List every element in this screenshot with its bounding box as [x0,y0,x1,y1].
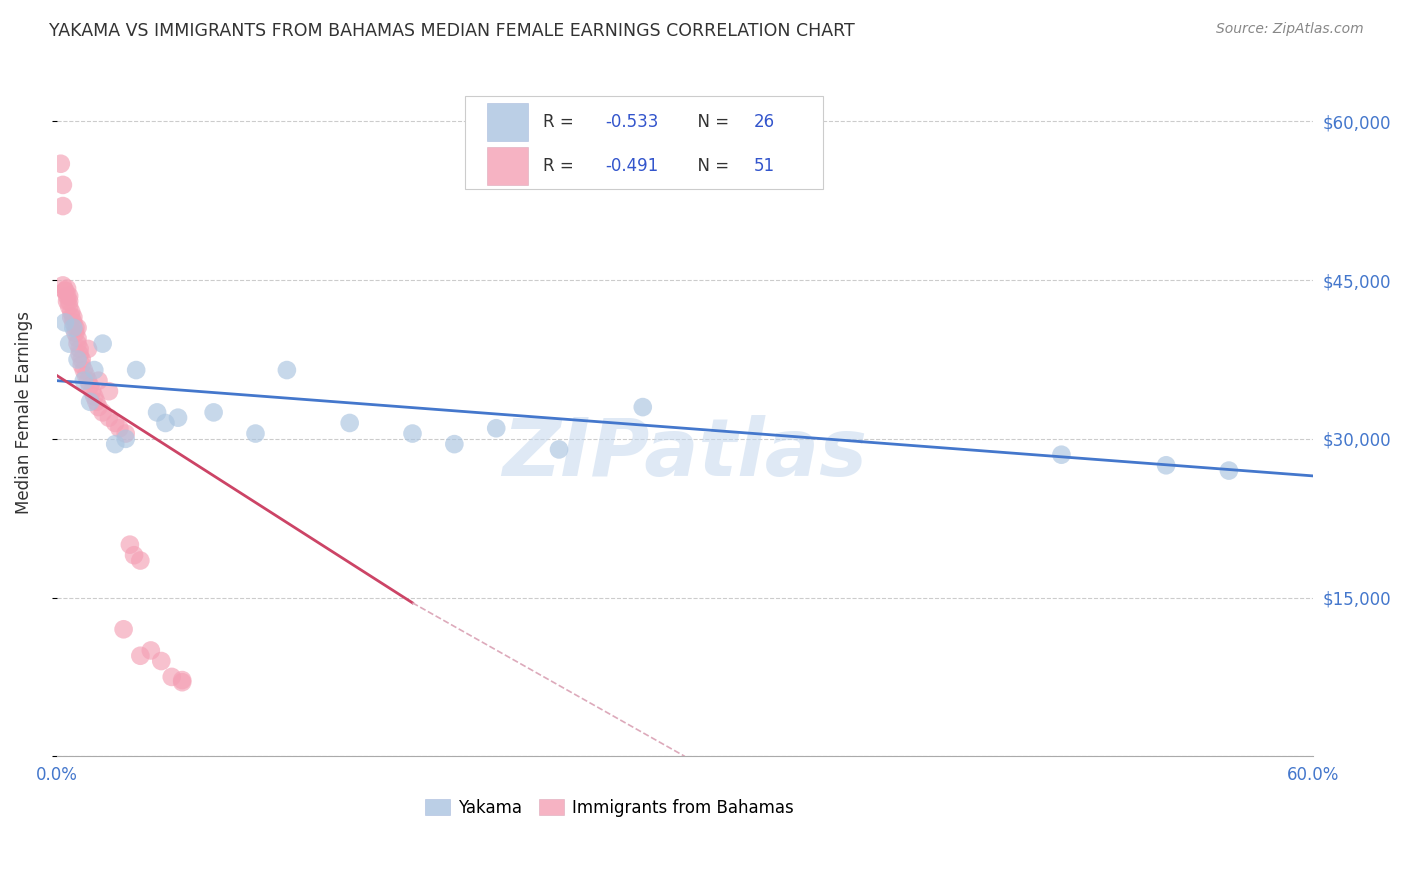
Point [83,363,105,377]
Point [155,416,177,430]
Point [276,363,298,377]
Point [73,363,96,377]
Point [58,289,80,303]
Point [114,426,136,441]
Text: N =: N = [688,113,734,131]
FancyBboxPatch shape [488,103,527,141]
FancyBboxPatch shape [465,96,823,189]
Point [146,405,169,419]
Point [53,284,76,298]
Point [58,336,80,351]
Point [172,675,194,690]
Point [52,199,75,213]
Point [339,416,361,430]
FancyBboxPatch shape [488,147,527,185]
Point [66,352,89,367]
Point [112,622,135,636]
Point [202,405,225,419]
Point [631,400,654,414]
Point [87,374,110,388]
Point [125,363,148,377]
Point [108,421,131,435]
Text: Source: ZipAtlas.com: Source: ZipAtlas.com [1216,22,1364,37]
Point [69,347,91,361]
Point [129,648,152,663]
Point [97,410,120,425]
Text: R =: R = [543,157,579,175]
Point [60,310,83,325]
Point [79,379,101,393]
Point [65,320,87,334]
Point [104,437,127,451]
Point [65,326,87,340]
Point [485,421,508,435]
Point [66,320,89,334]
Point [73,374,96,388]
Point [58,294,80,309]
Point [58,300,80,314]
Text: -0.491: -0.491 [606,157,659,175]
Point [62,320,84,334]
Point [1218,464,1240,478]
Legend: Yakama, Immigrants from Bahamas: Yakama, Immigrants from Bahamas [418,792,800,823]
Point [75,368,97,383]
Point [114,432,136,446]
Point [53,315,76,329]
Text: YAKAMA VS IMMIGRANTS FROM BAHAMAS MEDIAN FEMALE EARNINGS CORRELATION CHART: YAKAMA VS IMMIGRANTS FROM BAHAMAS MEDIAN… [49,22,855,40]
Point [160,670,183,684]
Point [87,400,110,414]
Point [62,315,84,329]
Point [83,390,105,404]
Point [401,426,423,441]
Text: ZIPatlas: ZIPatlas [502,415,868,492]
Point [49,157,72,171]
Text: 51: 51 [754,157,775,175]
Text: N =: N = [688,157,734,175]
Point [53,284,76,298]
Point [118,538,141,552]
Point [82,384,104,399]
Point [77,374,100,388]
Point [91,336,114,351]
Point [129,553,152,567]
Y-axis label: Median Female Earnings: Median Female Earnings [15,311,32,514]
Point [60,305,83,319]
Point [167,410,190,425]
Point [56,289,79,303]
Point [56,294,79,309]
Point [172,673,194,687]
Point [122,548,145,562]
Point [1050,448,1073,462]
Point [97,384,120,399]
Point [548,442,571,457]
Point [139,643,162,657]
Point [56,282,79,296]
Point [79,394,101,409]
Point [70,358,93,372]
Point [52,178,75,192]
Point [91,405,114,419]
Point [62,310,84,325]
Text: 26: 26 [754,113,775,131]
Point [86,394,108,409]
Point [66,331,89,345]
Point [1154,458,1177,473]
Point [66,336,89,351]
Point [150,654,173,668]
Point [70,352,93,367]
Point [443,437,465,451]
Point [69,342,91,356]
Text: -0.533: -0.533 [606,113,659,131]
Point [245,426,267,441]
Point [77,342,100,356]
Point [52,278,75,293]
Point [104,416,127,430]
Text: R =: R = [543,113,579,131]
